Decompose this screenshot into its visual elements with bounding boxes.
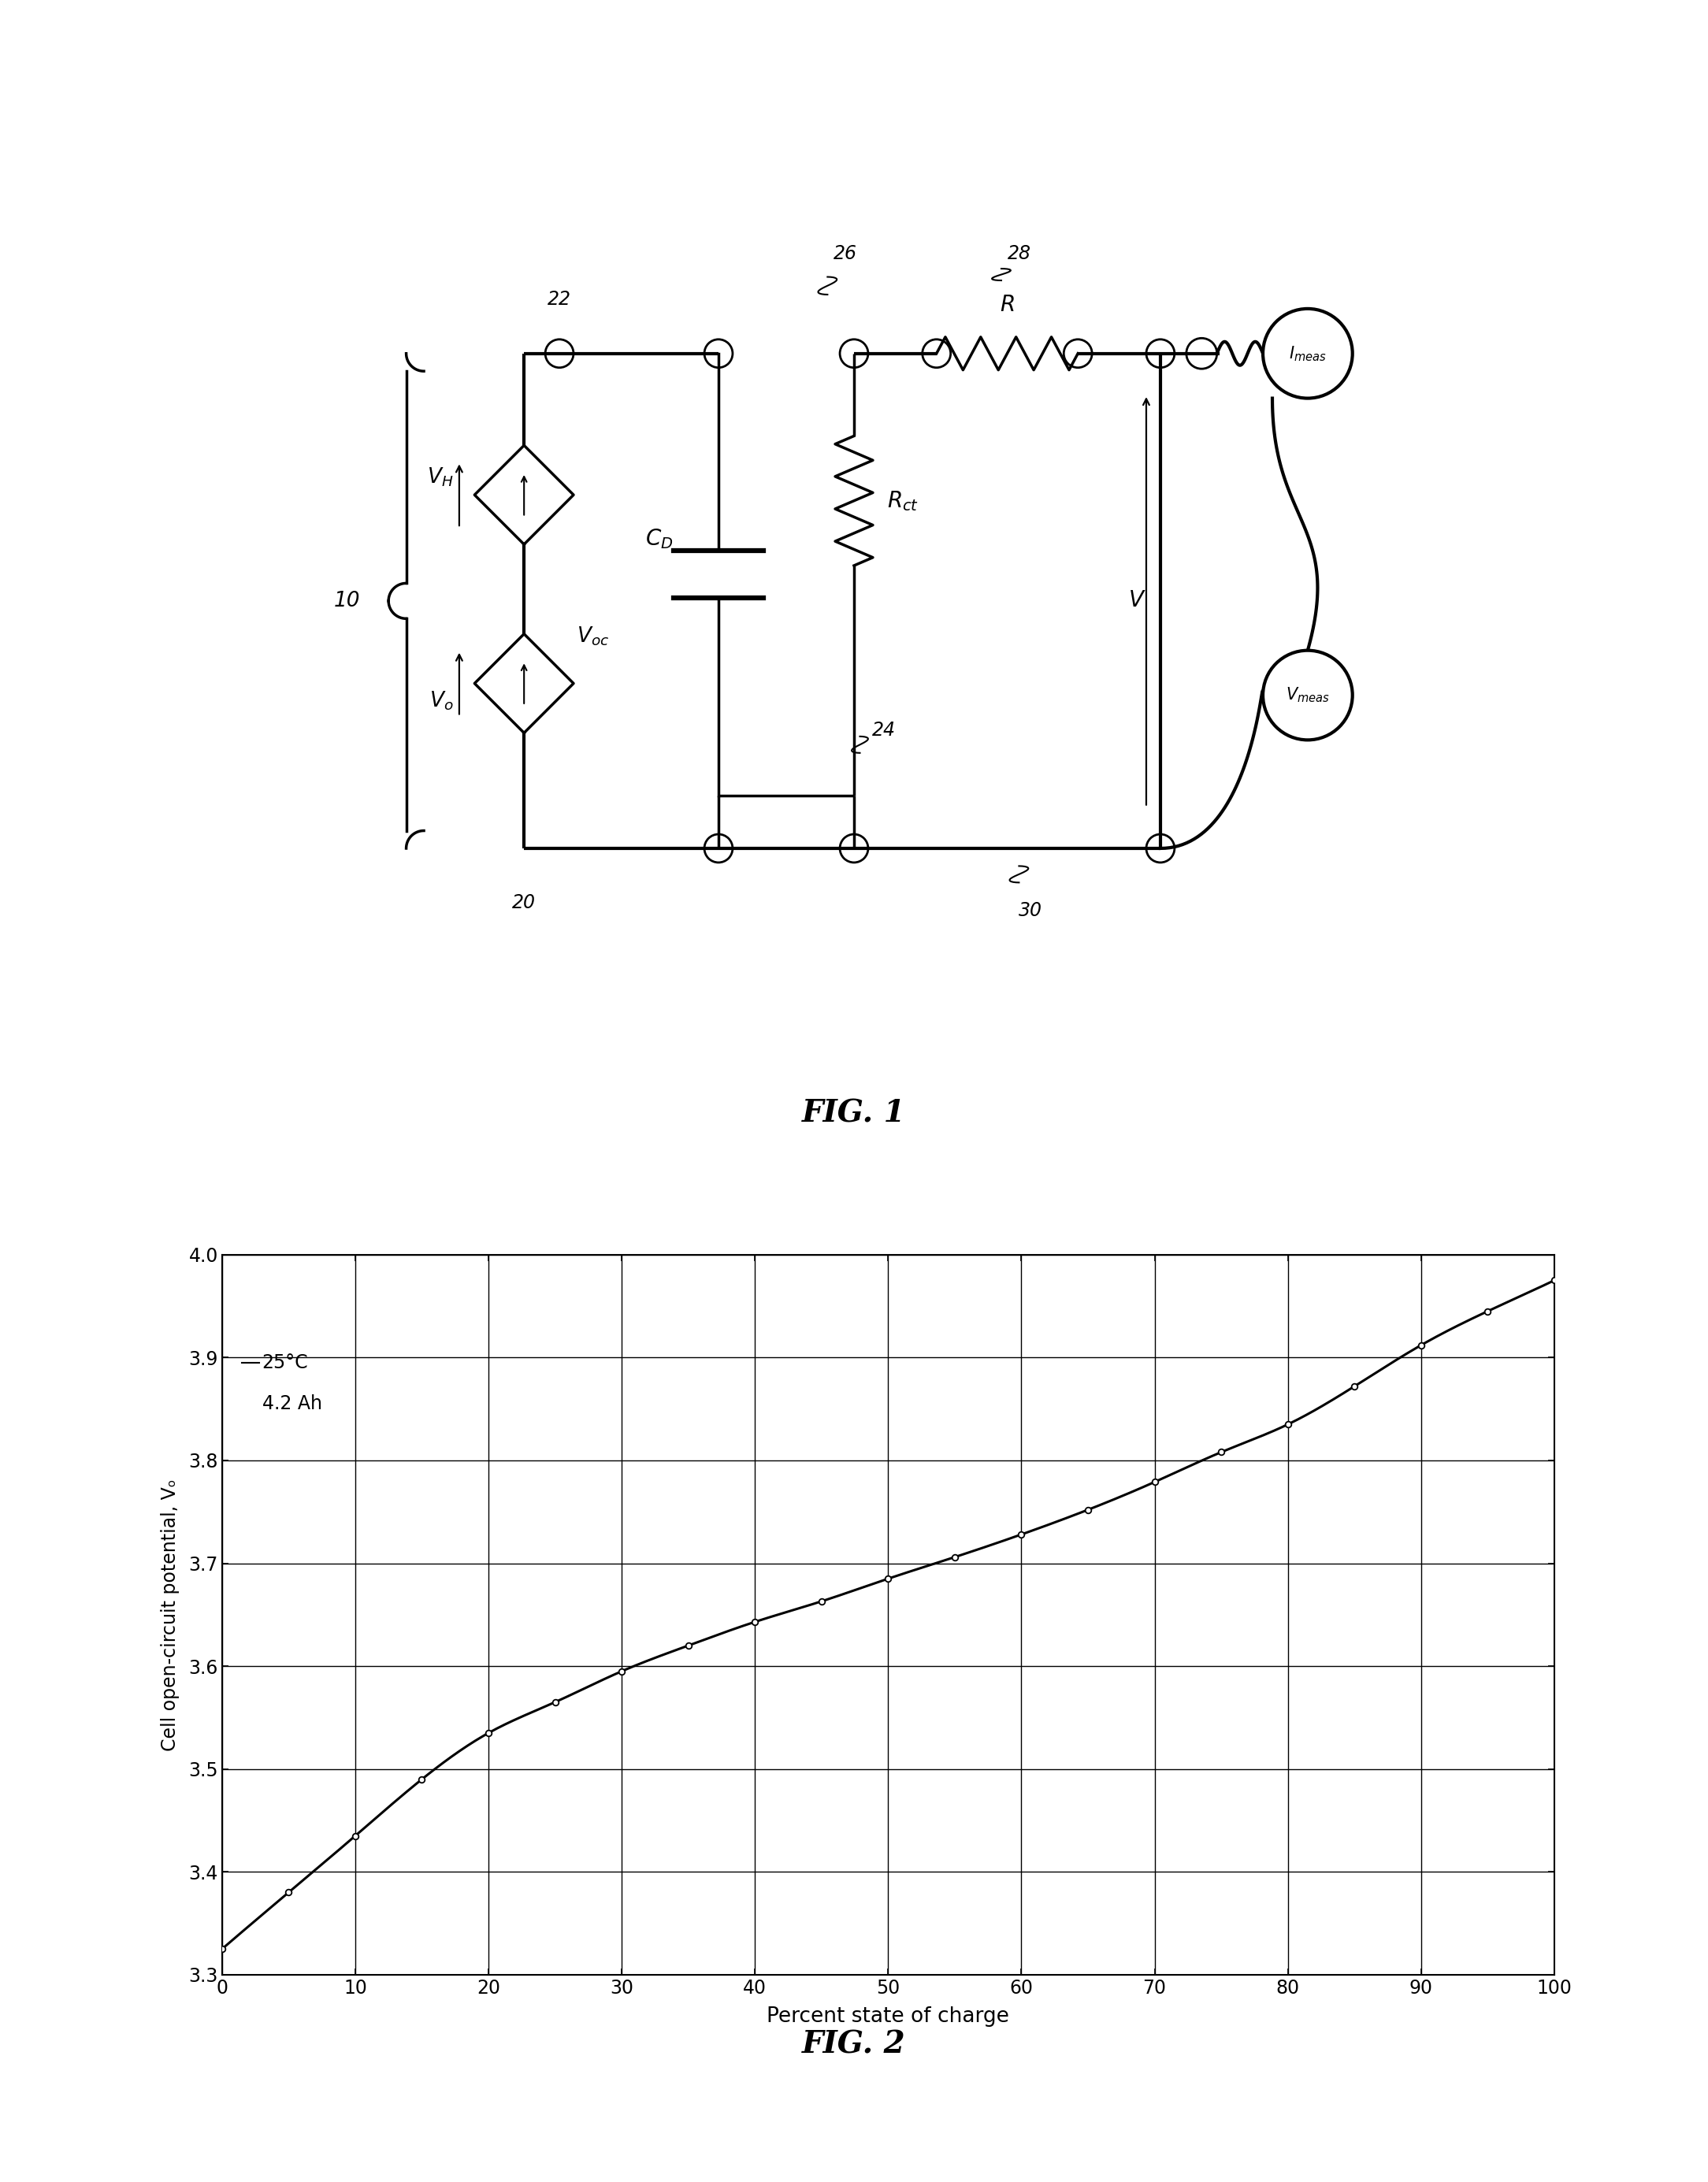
Text: $V_H$: $V_H$ [427,467,453,489]
Text: 25°C: 25°C [261,1353,307,1372]
Text: $I_{meas}$: $I_{meas}$ [1290,345,1327,362]
Text: FIG. 1: FIG. 1 [803,1098,905,1128]
Text: 26: 26 [834,244,857,262]
Circle shape [1262,308,1353,399]
Circle shape [1262,650,1353,740]
Text: $C_D$: $C_D$ [646,528,673,550]
Text: 10: 10 [335,591,360,611]
X-axis label: Percent state of charge: Percent state of charge [767,2005,1009,2027]
Text: 20: 20 [512,892,536,912]
Text: $V_o$: $V_o$ [429,690,453,711]
Text: $R$: $R$ [999,295,1015,316]
Text: 22: 22 [548,290,570,308]
Text: $R_{ct}$: $R_{ct}$ [886,489,919,513]
Text: FIG. 2: FIG. 2 [803,2029,905,2060]
Text: $V_{oc}$: $V_{oc}$ [577,624,610,648]
Text: 24: 24 [871,720,895,740]
Text: 30: 30 [1020,901,1042,921]
Text: $V$: $V$ [1129,591,1146,611]
Text: $V_{meas}$: $V_{meas}$ [1286,685,1329,705]
Y-axis label: Cell open-circuit potential, Vₒ: Cell open-circuit potential, Vₒ [161,1479,179,1750]
Text: 4.2 Ah: 4.2 Ah [261,1394,321,1414]
Text: 28: 28 [1008,244,1032,262]
